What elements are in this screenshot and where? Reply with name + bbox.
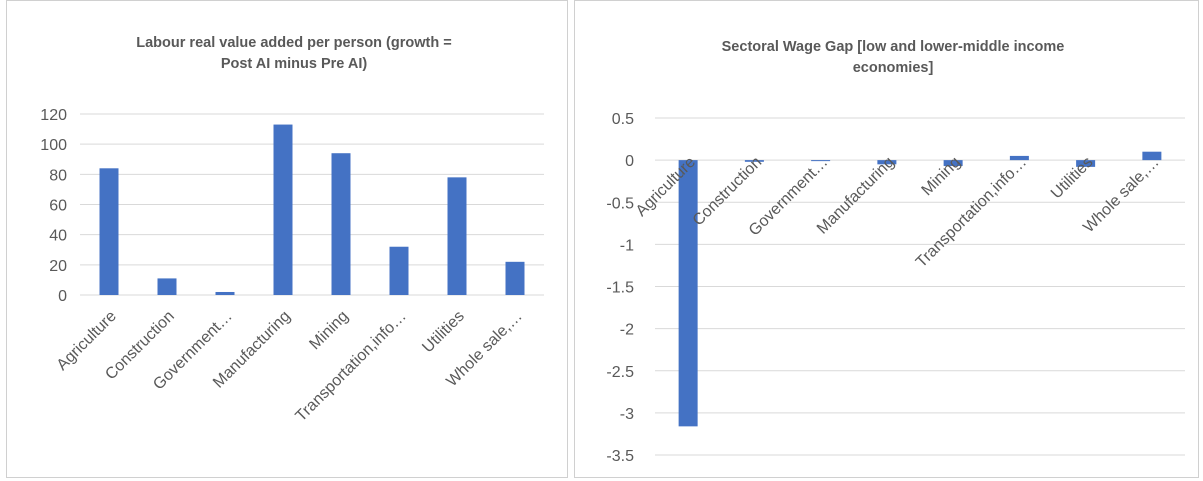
bar-7 (505, 261, 525, 295)
x-category-label: Transportation,info… (913, 154, 1030, 271)
bar-1 (157, 278, 177, 295)
chart-title-line-1: Labour real value added per person (grow… (136, 35, 451, 51)
bar-chart-labour-value: Labour real value added per person (grow… (40, 35, 544, 425)
x-category-label: Utilities (1048, 154, 1096, 202)
bar-chart-wage-gap: Sectoral Wage Gap [low and lower-middle … (606, 39, 1185, 465)
chart-panel-wage-gap: Sectoral Wage Gap [low and lower-middle … (574, 0, 1199, 478)
y-tick-label: 0.5 (612, 111, 634, 128)
y-tick-label: 0 (625, 153, 634, 170)
chart-title-line-2: Post AI minus Pre AI) (221, 56, 368, 72)
bar-1 (744, 160, 764, 162)
bar-4 (943, 160, 963, 167)
x-category-label: Utilities (419, 308, 467, 356)
bar-0 (99, 168, 119, 295)
y-tick-label: -3.5 (606, 448, 634, 465)
y-tick-label: 20 (49, 258, 67, 275)
bar-6 (1076, 160, 1096, 167)
y-tick-label: 40 (49, 228, 67, 245)
bar-3 (877, 160, 897, 165)
chart-title-line-1: Sectoral Wage Gap [low and lower-middle … (722, 39, 1065, 55)
y-tick-label: -2 (620, 322, 634, 339)
chart-panel-labour-value: Labour real value added per person (grow… (6, 0, 568, 478)
chart-title-line-2: economies] (853, 60, 934, 76)
y-tick-label: -1 (620, 237, 634, 254)
bar-0 (678, 160, 698, 427)
bar-5 (389, 246, 409, 295)
bar-2 (811, 160, 831, 162)
bar-2 (215, 291, 235, 295)
bar-4 (331, 153, 351, 295)
y-tick-label: 0 (58, 288, 67, 305)
bar-3 (273, 124, 293, 295)
x-category-label: Transportation,info… (293, 308, 410, 425)
bar-7 (1142, 151, 1162, 161)
y-tick-label: -2.5 (606, 364, 634, 381)
y-tick-label: -0.5 (606, 195, 634, 212)
y-tick-label: -3 (620, 406, 634, 423)
y-tick-label: -1.5 (606, 280, 634, 297)
y-tick-label: 100 (40, 137, 67, 154)
y-tick-label: 120 (40, 107, 67, 124)
bar-5 (1009, 155, 1029, 161)
y-tick-label: 60 (49, 198, 67, 215)
bar-6 (447, 177, 467, 295)
y-tick-label: 80 (49, 167, 67, 184)
x-category-label: Mining (306, 308, 351, 353)
